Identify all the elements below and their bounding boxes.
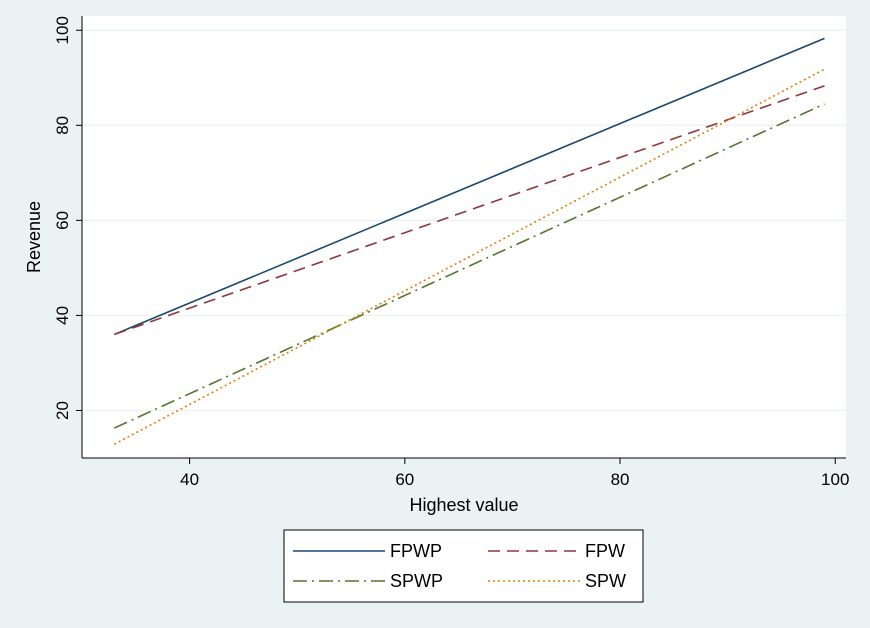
y-tick-label: 20 bbox=[53, 401, 72, 420]
legend-label-fpwp: FPWP bbox=[390, 541, 442, 561]
legend-label-spwp: SPWP bbox=[390, 571, 443, 591]
series-line-spw bbox=[113, 68, 825, 445]
plot-area bbox=[82, 16, 846, 458]
y-tick-label: 100 bbox=[53, 16, 72, 44]
x-tick-label: 40 bbox=[180, 470, 199, 489]
y-tick-label: 60 bbox=[53, 211, 72, 230]
y-tick-label: 40 bbox=[53, 306, 72, 325]
gridlines bbox=[82, 29, 846, 412]
y-tick-label: 80 bbox=[53, 116, 72, 135]
legend-box bbox=[283, 529, 644, 603]
series-lines bbox=[113, 37, 825, 445]
series-line-fpw bbox=[114, 85, 825, 336]
x-tick-label: 60 bbox=[395, 470, 414, 489]
series-line-spwp bbox=[113, 103, 825, 429]
legend: FPWP FPW SPWP SPW bbox=[283, 529, 644, 603]
legend-label-spw: SPW bbox=[585, 571, 626, 591]
x-axis-title: Highest value bbox=[409, 495, 518, 515]
x-tick-label: 80 bbox=[611, 470, 630, 489]
ticks: 40 60 80 100 20 40 60 80 100 bbox=[53, 16, 849, 489]
series-line-fpwp bbox=[113, 37, 825, 336]
x-tick-label: 100 bbox=[821, 470, 849, 489]
legend-label-fpw: FPW bbox=[585, 541, 625, 561]
y-axis-title: Revenue bbox=[24, 201, 44, 273]
axes bbox=[81, 16, 846, 459]
